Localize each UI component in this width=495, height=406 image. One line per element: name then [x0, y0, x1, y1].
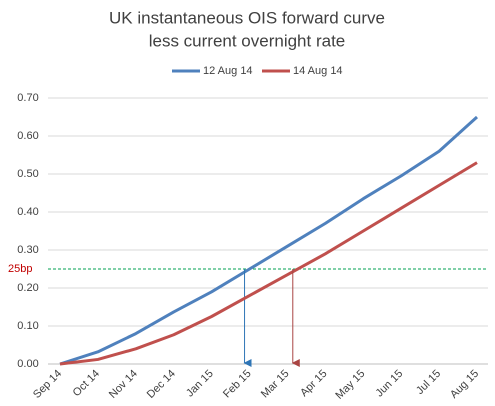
x-tick-label: Jul 15	[414, 368, 443, 397]
x-tick-label: Nov 14	[107, 368, 140, 401]
series-line	[59, 161, 478, 366]
y-tick-label: 0.70	[17, 92, 38, 104]
y-tick-label: 0.00	[17, 358, 38, 370]
x-tick-label: Jan 15	[184, 368, 216, 400]
x-tick-label: Apr 15	[298, 368, 329, 399]
x-tick-label: Sep 14	[31, 368, 64, 401]
x-tick-label: Mar 15	[259, 368, 292, 401]
y-tick-label: 0.40	[17, 206, 38, 218]
x-tick-label: Aug 15	[448, 368, 481, 401]
x-tick-label: Jun 15	[374, 368, 406, 400]
y-tick-label: 0.30	[17, 244, 38, 256]
y-tick-label: 0.60	[17, 130, 38, 142]
reference-label: 25bp	[8, 263, 32, 275]
x-tick-label: Oct 14	[71, 368, 102, 399]
y-tick-label: 0.50	[17, 168, 38, 180]
x-tick-label: Dec 14	[145, 368, 178, 401]
legend-label: 14 Aug 14	[293, 65, 343, 77]
legend-label: 12 Aug 14	[203, 65, 253, 77]
y-tick-label: 0.10	[17, 320, 38, 332]
chart-title: less current overnight rate	[149, 31, 346, 50]
x-tick-label: Feb 15	[221, 368, 254, 401]
x-tick-label: May 15	[333, 368, 367, 402]
y-tick-label: 0.20	[17, 282, 38, 294]
series-line	[59, 115, 479, 366]
chart-title: UK instantaneous OIS forward curve	[109, 8, 385, 27]
